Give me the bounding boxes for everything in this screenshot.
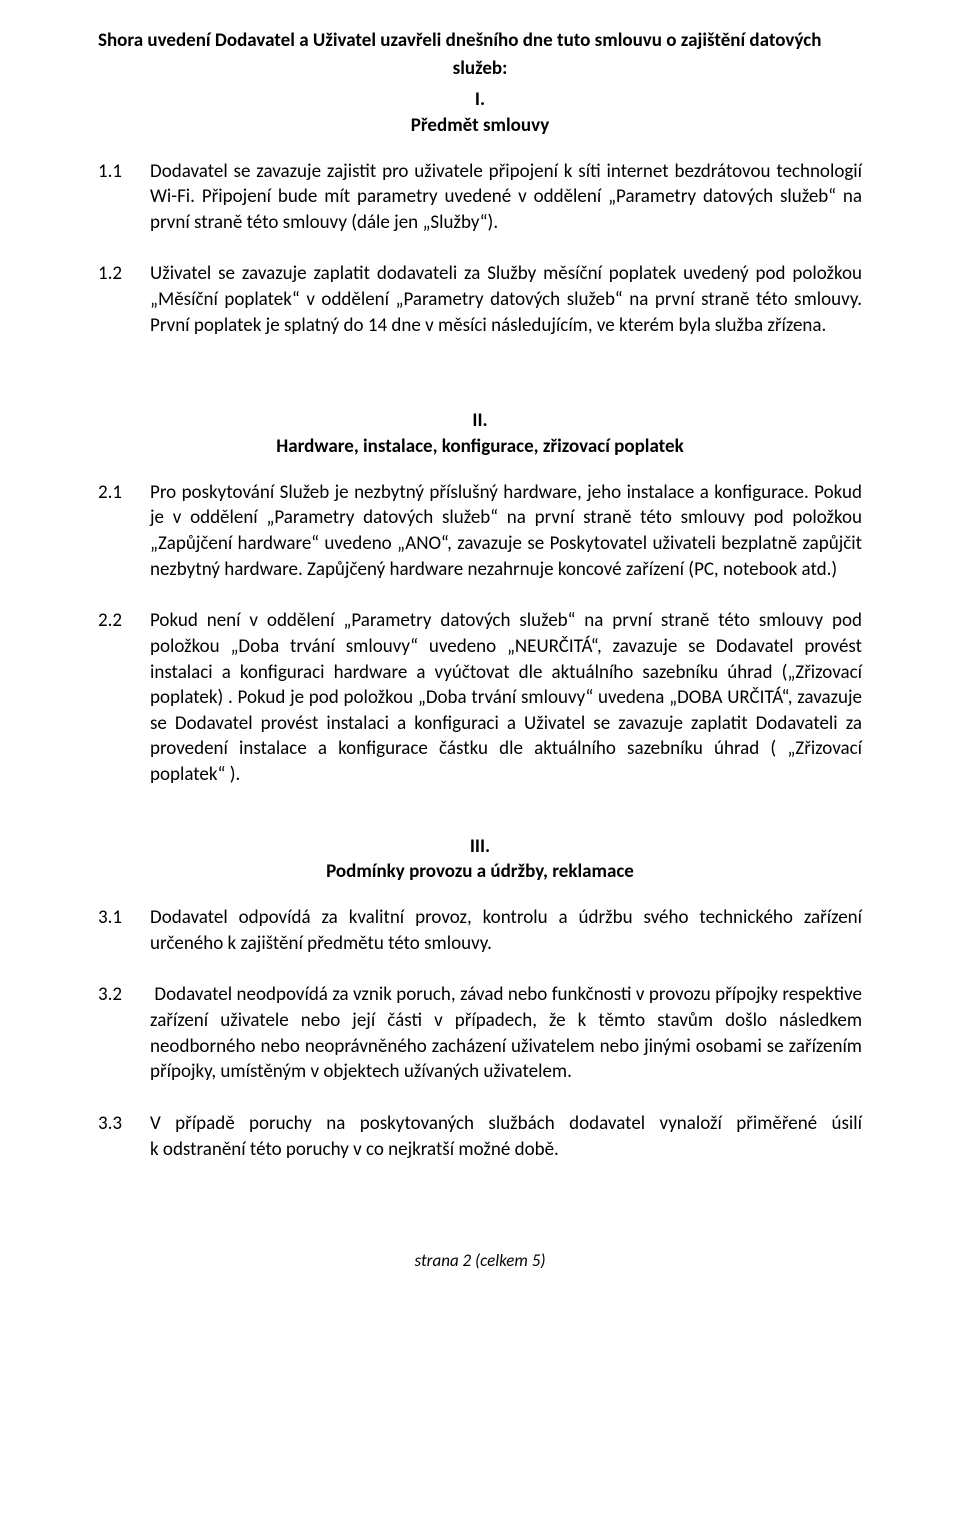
section-1-title: Předmět smlouvy: [98, 113, 862, 139]
clause-2-2: 2.2 Pokud není v oddělení „Parametry dat…: [98, 608, 862, 787]
clause-number: 3.2: [98, 982, 150, 1085]
clause-1-2: 1.2 Uživatel se zavazuje zaplatit dodava…: [98, 261, 862, 338]
clause-number: 3.3: [98, 1111, 150, 1162]
clause-number: 1.2: [98, 261, 150, 338]
clause-text: Uživatel se zavazuje zaplatit dodavateli…: [150, 261, 862, 338]
clause-number: 2.1: [98, 480, 150, 583]
clause-3-3: 3.3 V případě poruchy na poskytovaných s…: [98, 1111, 862, 1162]
clause-text: Pro poskytování Služeb je nezbytný přísl…: [150, 480, 862, 583]
clause-number: 1.1: [98, 159, 150, 236]
clause-3-1: 3.1 Dodavatel odpovídá za kvalitní provo…: [98, 905, 862, 956]
clause-text: Pokud není v oddělení „Parametry datovýc…: [150, 608, 862, 787]
section-3-title: Podmínky provozu a údržby, reklamace: [98, 859, 862, 885]
section-2-number: II.: [98, 408, 862, 434]
clause-3-2: 3.2 Dodavatel neodpovídá za vznik poruch…: [98, 982, 862, 1085]
page-footer: strana 2 (celkem 5): [98, 1250, 862, 1293]
clause-number: 3.1: [98, 905, 150, 956]
clause-text: Dodavatel se zavazuje zajistit pro uživa…: [150, 159, 862, 236]
intro-line-2: služeb:: [98, 56, 862, 82]
document-page: Shora uvedení Dodavatel a Uživatel uzavř…: [0, 0, 960, 1293]
clause-number: 2.2: [98, 608, 150, 787]
section-2-title: Hardware, instalace, konfigurace, zřizov…: [98, 434, 862, 460]
clause-text: V případě poruchy na poskytovaných služb…: [150, 1111, 862, 1162]
clause-text: Dodavatel neodpovídá za vznik poruch, zá…: [150, 982, 862, 1085]
section-3-header: III. Podmínky provozu a údržby, reklamac…: [98, 834, 862, 885]
section-2-header: II. Hardware, instalace, konfigurace, zř…: [98, 408, 862, 459]
clause-text: Dodavatel odpovídá za kvalitní provoz, k…: [150, 905, 862, 956]
section-1-number: I.: [98, 87, 862, 113]
section-3-number: III.: [98, 834, 862, 860]
clause-2-1: 2.1 Pro poskytování Služeb je nezbytný p…: [98, 480, 862, 583]
clause-1-1: 1.1 Dodavatel se zavazuje zajistit pro u…: [98, 159, 862, 236]
intro-line-1: Shora uvedení Dodavatel a Uživatel uzavř…: [98, 28, 862, 54]
